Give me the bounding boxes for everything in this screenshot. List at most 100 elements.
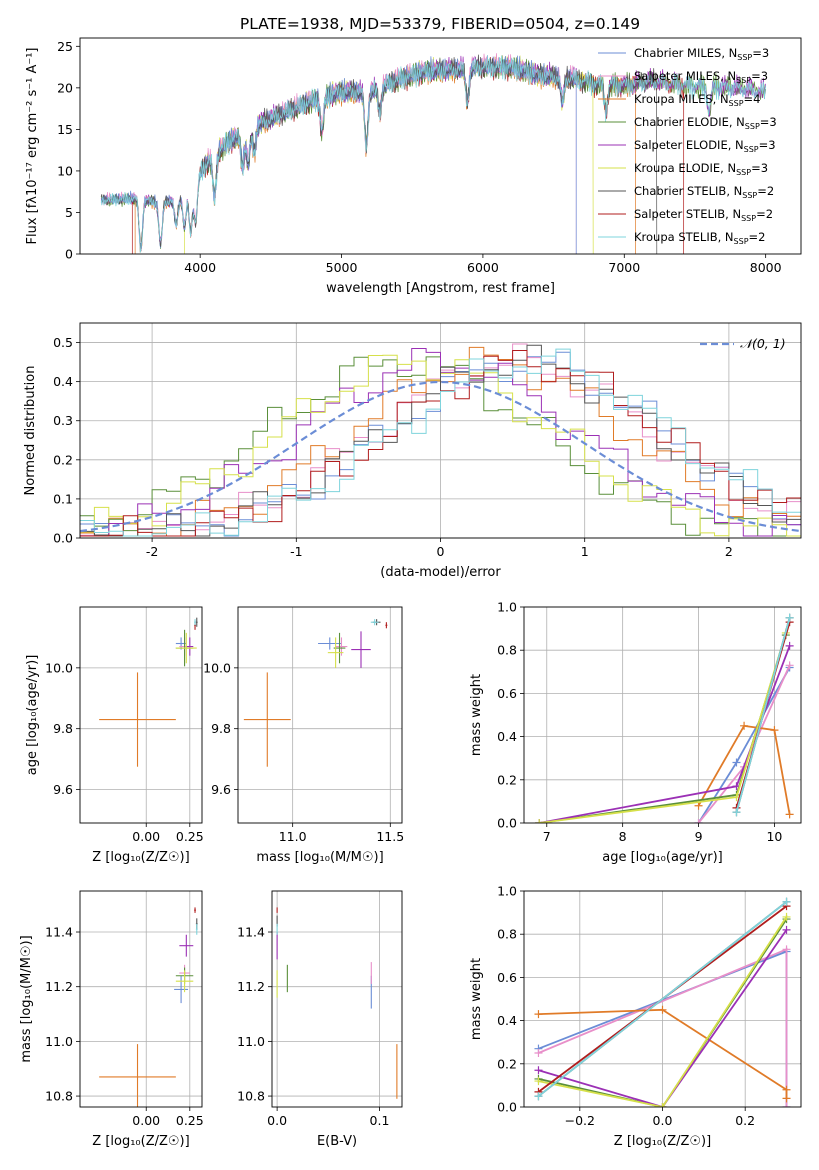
y-tick-label: 0.6 xyxy=(497,686,517,701)
legend-label-kroupa_miles: Kroupa MILES, NSSP=4 xyxy=(634,92,760,108)
plot-area-residuals xyxy=(80,343,801,537)
weight-marker-kroupa_stelib xyxy=(534,1092,543,1101)
y-tick-label: 10.8 xyxy=(237,1089,265,1104)
x-tick-label: 2 xyxy=(725,544,733,559)
errorbar-point-chabrier_miles xyxy=(174,975,189,1004)
y-tick-label: 0.8 xyxy=(497,927,517,942)
y-tick-label: 0.4 xyxy=(497,729,517,744)
y-tick-label: 0.4 xyxy=(53,374,73,389)
legend-label-kroupa_stelib: Kroupa STELIB, NSSP=2 xyxy=(634,230,765,246)
x-tick-label: 0.1 xyxy=(370,1113,390,1128)
x-tick-label: 7000 xyxy=(608,260,640,275)
axes-weight_vs_age: 7 8 9 10 0.0 0.2 0.4 0.6 0.8 1.0 age [log₁₀(age/yr… xyxy=(469,600,802,865)
x-axis-label: age [log₁₀(age/yr)] xyxy=(602,850,723,865)
weight-marker-kroupa_miles xyxy=(694,801,703,810)
x-tick-label: 0.00 xyxy=(132,1113,160,1128)
y-tick-label: 11.2 xyxy=(237,979,265,994)
plot-area-mass_vs_ebv xyxy=(276,907,398,1099)
errorbar-point-salpeter_stelib xyxy=(194,907,196,913)
weight-marker-kroupa_elodie xyxy=(782,912,791,921)
y-tick-label: 25 xyxy=(57,39,73,54)
weight-line-kroupa_miles xyxy=(538,1008,788,1099)
y-tick-label: 9.8 xyxy=(211,721,231,736)
axes-frame xyxy=(523,890,802,1108)
x-tick-label: 0 xyxy=(437,544,445,559)
errorbar-point-salpeter_elodie xyxy=(186,637,194,656)
errorbar-point-chabrier_stelib xyxy=(195,617,198,627)
axes-spectrum: 4000 5000 6000 7000 8000 0 5 10 15 20 25 wavelength… xyxy=(25,37,802,296)
y-tick-label: 11.2 xyxy=(45,979,73,994)
weight-marker-kroupa_stelib xyxy=(785,613,794,622)
x-tick-label: 0.2 xyxy=(735,1113,755,1128)
y-tick-label: 0.5 xyxy=(53,335,73,350)
y-tick-label: 11.4 xyxy=(237,925,265,940)
weight-marker-kroupa_stelib xyxy=(732,808,741,817)
y-tick-label: 0.6 xyxy=(497,970,517,985)
weight-marker-kroupa_miles xyxy=(740,721,749,730)
weight-line-chabrier_elodie xyxy=(539,634,787,823)
x-tick-label: 4000 xyxy=(184,260,216,275)
errorbar-point-salpeter_elodie xyxy=(351,631,371,668)
y-axis-label: mass [log₁₀(M/M☉)] xyxy=(19,935,34,1062)
legend-label-normal: 𝒩(0, 1) xyxy=(740,336,786,351)
spectrum-line-salpeter_elodie xyxy=(100,55,767,251)
weight-marker-kroupa_miles xyxy=(534,1010,543,1019)
weight-marker-salpeter_miles xyxy=(782,1103,791,1107)
weight-marker-kroupa_elodie xyxy=(534,1077,543,1086)
axes-age_vs_z: 0.00 0.25 9.6 9.8 10.0 Z [log₁₀(Z/Z☉)] age [lo… xyxy=(25,606,204,865)
x-tick-label: 0.25 xyxy=(176,1113,204,1128)
y-tick-label: 0.2 xyxy=(497,1056,517,1071)
y-tick-label: 9.8 xyxy=(53,721,73,736)
x-tick-label: 7 xyxy=(543,829,551,844)
y-tick-label: 0 xyxy=(65,247,73,262)
x-tick-label: 11.0 xyxy=(279,829,307,844)
legend-label-kroupa_elodie: Kroupa ELODIE, NSSP=3 xyxy=(634,161,768,177)
chart-layer: 4000 5000 6000 7000 80000510152025wavelength… xyxy=(19,37,802,1149)
x-axis-label: Z [log₁₀(Z/Z☉)] xyxy=(92,1134,189,1149)
figure-title: PLATE=1938, MJD=53379, FIBERID=0504, z=0… xyxy=(240,15,640,33)
errorbar-point-kroupa_elodie xyxy=(175,632,197,664)
legend-label-chabrier_stelib: Chabrier STELIB, NSSP=2 xyxy=(634,184,774,200)
y-tick-label: 9.6 xyxy=(53,782,73,797)
errorbar-point-kroupa_miles xyxy=(99,1044,176,1107)
y-axis-label: mass weight xyxy=(469,674,484,756)
axes-mass_vs_ebv: 0.0 0.1 10.8 11.0 11.2 11.4 E(B-V) xyxy=(237,890,403,1149)
plot-area-age_vs_z xyxy=(99,617,198,767)
y-tick-label: 0.2 xyxy=(497,772,517,787)
y-tick-label: 11.0 xyxy=(237,1034,265,1049)
spectrum-line-salpeter_miles xyxy=(100,53,577,254)
weight-line-kroupa_stelib xyxy=(735,617,791,813)
y-tick-label: 11.4 xyxy=(45,925,73,940)
axes-mass_vs_z: 0.00 0.25 10.8 11.0 11.2 11.4 Z [log₁₀(Z/Z☉)] m… xyxy=(19,890,204,1149)
axes-frame xyxy=(79,37,802,255)
x-tick-label: 5000 xyxy=(326,260,358,275)
weight-marker-salpeter_elodie xyxy=(785,641,794,650)
x-tick-label: 1 xyxy=(581,544,589,559)
axes-frame xyxy=(79,322,802,539)
weight-marker-kroupa_stelib xyxy=(782,897,791,906)
errorbar-point-kroupa_stelib xyxy=(370,619,379,626)
errorbar-point-chabrier_miles xyxy=(318,637,342,650)
errorbar-point-kroupa_miles xyxy=(99,672,176,767)
axes-frame xyxy=(271,890,403,1108)
errorbar-point-kroupa_elodie xyxy=(175,970,194,993)
errorbar-point-kroupa_elodie xyxy=(327,637,344,668)
y-tick-label: 0.8 xyxy=(497,643,517,658)
y-tick-label: 0.3 xyxy=(53,413,73,428)
errorbar-point-salpeter_stelib xyxy=(385,622,388,629)
weight-marker-salpeter_miles xyxy=(694,819,703,823)
y-axis-label: Normed distribution xyxy=(23,366,38,496)
x-tick-label: 6000 xyxy=(467,260,499,275)
y-tick-label: 0.0 xyxy=(497,816,517,831)
y-tick-label: 10 xyxy=(57,163,73,178)
x-tick-label: 0.0 xyxy=(653,1113,673,1128)
weight-line-salpeter_elodie xyxy=(538,929,788,1107)
y-tick-label: 1.0 xyxy=(497,600,517,615)
y-tick-label: 0.2 xyxy=(53,452,73,467)
x-axis-label: wavelength [Angstrom, rest frame] xyxy=(326,281,555,296)
x-tick-label: -2 xyxy=(146,544,158,559)
y-axis-label: Flux [fλ10⁻¹⁷ erg cm⁻² s⁻¹ A⁻¹] xyxy=(25,48,40,245)
x-tick-label: 8 xyxy=(619,829,627,844)
legend-label-salpeter_stelib: Salpeter STELIB, NSSP=2 xyxy=(634,207,773,223)
